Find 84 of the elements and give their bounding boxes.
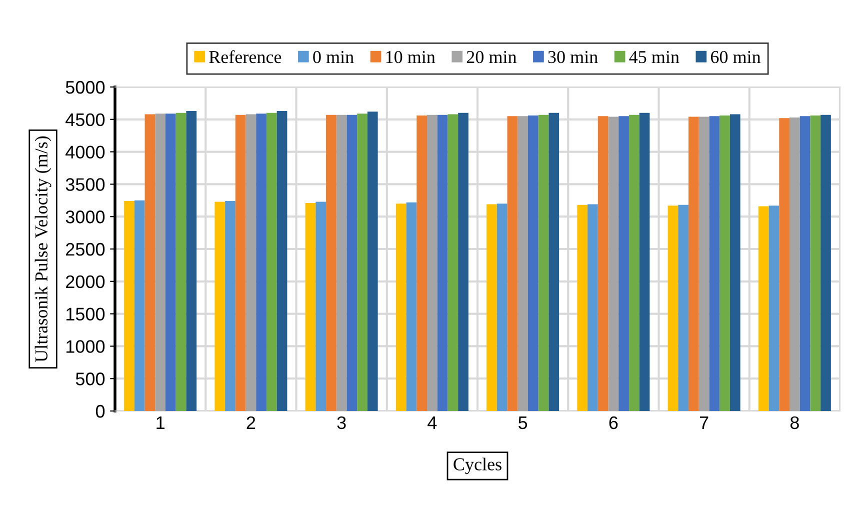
bar <box>528 116 538 411</box>
bar <box>458 112 468 411</box>
bar <box>720 116 730 411</box>
bar <box>427 114 438 411</box>
legend-label: Reference <box>209 50 282 64</box>
bar <box>144 114 156 411</box>
bar <box>486 204 497 411</box>
bar <box>496 204 508 411</box>
bar <box>639 112 650 411</box>
bar <box>357 114 368 411</box>
y-tick-label: 2000 <box>66 275 105 288</box>
bar <box>790 117 800 411</box>
x-tick-label: 1 <box>156 416 164 429</box>
x-tick-label: 6 <box>609 416 618 430</box>
bar <box>800 116 810 411</box>
y-tick-label: 2500 <box>66 242 105 256</box>
x-tick-label: 3 <box>337 416 346 430</box>
bar <box>758 206 769 411</box>
y-tick-label: 1000 <box>66 340 105 353</box>
y-tick-label: 1500 <box>66 308 105 321</box>
bar <box>276 110 288 411</box>
bar <box>507 116 518 411</box>
y-tick-label: 3500 <box>66 178 105 191</box>
bar <box>246 114 256 411</box>
bar <box>618 116 629 411</box>
bar <box>730 114 740 411</box>
bar <box>810 116 821 411</box>
bar <box>448 114 458 411</box>
bar <box>124 201 134 411</box>
bar <box>155 114 166 411</box>
bar <box>305 202 316 411</box>
x-tick-label: 5 <box>518 416 528 430</box>
bar <box>538 114 549 411</box>
bar <box>316 202 326 411</box>
bar <box>678 204 689 411</box>
x-tick-label: 2 <box>246 416 256 429</box>
legend-label: 30 min <box>548 50 598 64</box>
legend-label: 10 min <box>386 50 436 64</box>
bar <box>266 112 277 411</box>
bar <box>406 202 417 411</box>
bar <box>437 114 448 411</box>
bar <box>688 116 699 411</box>
x-tick-label: 7 <box>700 416 708 429</box>
bar <box>668 206 678 411</box>
bar <box>608 116 619 411</box>
bar <box>396 204 406 411</box>
bar <box>416 116 428 411</box>
bar <box>256 114 266 411</box>
bar <box>548 112 560 411</box>
y-tick-label: 3000 <box>66 210 105 224</box>
x-axis-title: Cycles <box>454 458 502 474</box>
bar <box>134 200 145 411</box>
bar <box>768 206 780 411</box>
bar <box>165 114 176 411</box>
legend-label: 45 min <box>629 51 680 64</box>
legend-label: 0 min <box>313 50 354 64</box>
bar <box>186 110 197 411</box>
y-tick-label: 500 <box>76 372 105 386</box>
bar <box>225 201 236 411</box>
bar <box>588 204 598 411</box>
bar <box>336 114 347 411</box>
bar <box>346 114 358 411</box>
bar <box>598 116 608 411</box>
bar <box>779 118 790 411</box>
bar <box>628 114 640 411</box>
bar <box>709 116 720 411</box>
bar <box>176 112 186 411</box>
y-tick-label: 0 <box>96 404 105 418</box>
bar <box>326 114 336 411</box>
x-tick-label: 8 <box>790 416 799 430</box>
y-tick-label: 5000 <box>66 80 105 94</box>
bar <box>577 204 588 411</box>
bar <box>235 114 246 411</box>
y-tick-label: 4000 <box>66 146 105 159</box>
legend-label: 20 min <box>466 50 517 64</box>
bar <box>518 116 528 411</box>
x-tick-label: 4 <box>428 416 437 429</box>
bar <box>214 202 226 411</box>
bar <box>698 116 710 411</box>
y-axis-title: Ultrasonik Pulse Velocity (m/s) <box>34 136 52 362</box>
legend-label: 60 min <box>710 50 761 64</box>
bar <box>820 114 831 411</box>
y-tick-label: 4500 <box>66 113 105 126</box>
bar <box>367 112 378 411</box>
